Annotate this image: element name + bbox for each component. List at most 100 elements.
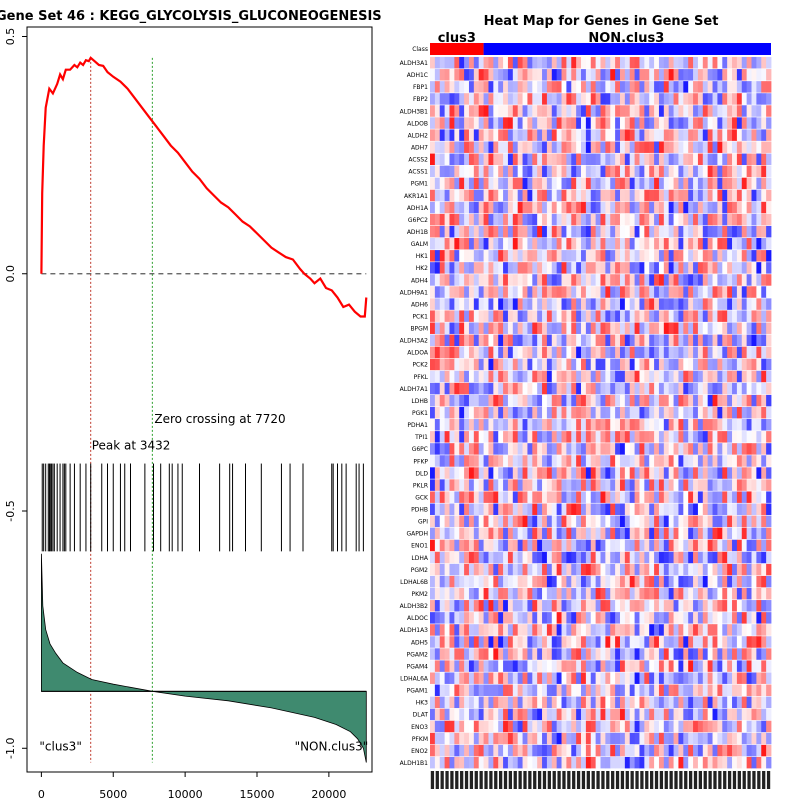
heatmap-cell (605, 382, 611, 395)
heatmap-cell (751, 684, 757, 696)
heatmap-cell (683, 443, 689, 455)
heatmap-cell (766, 177, 772, 190)
heatmap-cell (746, 756, 752, 769)
heatmap-cell (468, 732, 475, 745)
heatmap-cell (542, 165, 548, 178)
heatmap-cell (654, 165, 660, 178)
heatmap-cell (517, 527, 523, 540)
heatmap-cell (556, 636, 562, 648)
heatmap-cell (644, 189, 650, 202)
heatmap-cell (585, 527, 592, 540)
heatmap-cell (430, 744, 436, 757)
heatmap-cell (683, 527, 689, 540)
heatmap-cell (644, 286, 650, 298)
sample-label (494, 771, 498, 789)
heatmap-cell (697, 213, 704, 226)
heatmap-cell (624, 624, 631, 636)
heatmap-cell (722, 165, 728, 178)
heatmap-cell (556, 141, 562, 153)
heatmap-cell (727, 696, 733, 709)
heatmap-cell (561, 274, 567, 286)
heatmap-cell (546, 81, 553, 93)
heatmap-cell (644, 153, 650, 166)
heatmap-cell (449, 189, 455, 202)
heatmap-cell (678, 69, 684, 81)
heatmap-cell (619, 696, 626, 709)
heatmap-cell (717, 165, 723, 178)
heatmap-cell (756, 624, 762, 636)
heatmap-cell (722, 467, 728, 479)
heatmap-cell (756, 93, 762, 105)
heatmap-cell (756, 467, 762, 479)
heatmap-cell (590, 129, 597, 141)
heatmap-cell (619, 153, 626, 166)
heatmap-cell (693, 467, 699, 479)
heatmap-cell (464, 238, 470, 250)
gene-label: ALDH3B1 (400, 108, 429, 115)
heatmap-cell (488, 189, 494, 202)
heatmap-cell (561, 105, 567, 117)
heatmap-cell (663, 201, 670, 214)
heatmap-cell (498, 394, 504, 407)
heatmap-cell (663, 346, 670, 359)
heatmap-cell (702, 551, 709, 564)
heatmap-cell (444, 431, 450, 443)
heatmap-cell (532, 57, 538, 69)
heatmap-cell (478, 298, 484, 310)
heatmap-cell (561, 467, 567, 479)
heatmap-cell (532, 527, 538, 540)
heatmap-cell (634, 648, 640, 660)
heatmap-cell (551, 201, 558, 214)
heatmap-cell (736, 298, 743, 310)
heatmap-cell (483, 575, 489, 588)
heatmap-cell (615, 105, 621, 117)
heatmap-cell (595, 225, 601, 238)
heatmap-cell (600, 443, 606, 455)
heatmap-cell (444, 503, 450, 515)
heatmap-cell (595, 431, 601, 443)
heatmap-cell (483, 346, 489, 359)
heatmap-cell (654, 455, 660, 467)
heatmap-cell (615, 129, 621, 141)
heatmap-cell (746, 262, 752, 274)
heatmap-cell (444, 551, 450, 564)
heatmap-cell (444, 527, 450, 540)
heatmap-cell (756, 527, 762, 540)
heatmap-cell (483, 358, 489, 371)
heatmap-cell (736, 575, 743, 588)
heatmap-cell (517, 322, 523, 334)
heatmap-cell (546, 467, 553, 479)
heatmap-cell (658, 370, 665, 383)
gene-label: PFKM (412, 736, 428, 743)
heatmap-cell (430, 370, 436, 383)
heatmap-cell (649, 177, 655, 190)
heatmap-row (430, 213, 772, 226)
heatmap-cell (517, 105, 523, 117)
heatmap-cell (634, 684, 640, 696)
heatmap-cell (585, 720, 592, 733)
heatmap-cell (532, 225, 538, 238)
heatmap-cell (430, 394, 436, 407)
heatmap-cell (459, 744, 465, 757)
heatmap-cell (668, 575, 674, 588)
heatmap-cell (619, 684, 626, 696)
heatmap-cell (464, 720, 470, 733)
heatmap-cell (488, 503, 494, 515)
heatmap-cell (468, 177, 475, 190)
heatmap-cell (585, 708, 592, 721)
heatmap-cell (512, 648, 519, 660)
heatmap-cell (663, 262, 670, 274)
heatmap-cell (434, 419, 441, 431)
heatmap-cell (766, 491, 772, 503)
heatmap-cell (468, 57, 475, 69)
gene-label: G6PC2 (408, 217, 428, 224)
heatmap-cell (581, 624, 587, 636)
heatmap-cell (766, 129, 772, 141)
heatmap-cell (649, 419, 655, 431)
heatmap-cell (727, 165, 733, 178)
heatmap-cell (693, 274, 699, 286)
heatmap-cell (595, 696, 601, 709)
heatmap-cell (605, 262, 611, 274)
heatmap-cell (556, 527, 562, 540)
heatmap-cell (639, 286, 645, 298)
